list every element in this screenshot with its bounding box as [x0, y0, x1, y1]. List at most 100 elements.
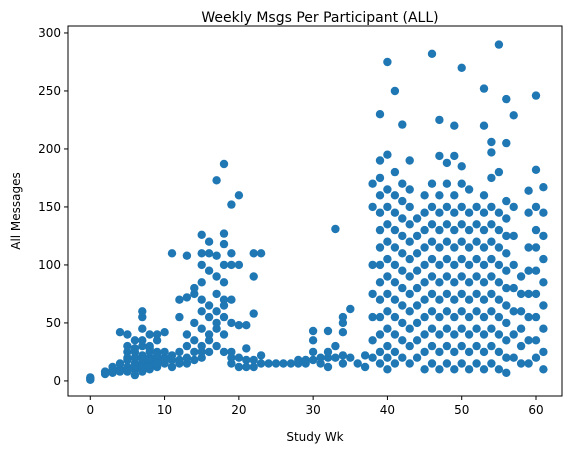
data-point [539, 254, 548, 264]
data-point [375, 156, 385, 165]
data-point [175, 355, 184, 365]
data-point [435, 225, 444, 235]
data-point [398, 336, 407, 345]
y-tick-label: 100 [38, 258, 61, 272]
data-point [450, 347, 459, 357]
data-point [539, 208, 548, 217]
data-point [531, 243, 541, 252]
data-point [539, 301, 548, 310]
data-point [190, 336, 199, 345]
data-point [197, 260, 206, 270]
data-point [464, 260, 474, 270]
data-point [197, 278, 206, 287]
data-point [301, 355, 310, 365]
y-tick-label: 0 [53, 374, 61, 388]
data-point [212, 176, 221, 185]
data-point [368, 289, 377, 299]
data-point [405, 185, 414, 194]
data-point [115, 367, 125, 376]
data-point [509, 231, 518, 241]
data-point [375, 278, 385, 287]
data-point [442, 307, 452, 316]
y-tick-label: 50 [46, 316, 61, 330]
data-point [375, 295, 385, 304]
data-point [464, 243, 474, 252]
data-point [479, 243, 489, 252]
data-point [539, 347, 548, 357]
data-point [145, 330, 154, 339]
data-point [502, 138, 511, 148]
data-point [516, 324, 526, 333]
data-point [123, 347, 132, 357]
data-point [316, 359, 325, 368]
data-point [383, 57, 392, 67]
data-point [115, 359, 125, 368]
data-point [450, 225, 459, 235]
data-point [427, 324, 437, 333]
data-point [197, 230, 206, 239]
data-point [316, 353, 325, 362]
data-point [308, 347, 318, 357]
data-point [390, 312, 400, 322]
data-point [234, 321, 244, 330]
data-point [123, 353, 132, 362]
data-point [100, 367, 110, 376]
data-point [405, 202, 414, 212]
data-point [450, 121, 459, 130]
data-point [138, 362, 147, 372]
data-point [479, 278, 489, 287]
data-point [479, 225, 489, 235]
data-point [464, 278, 474, 287]
data-point [138, 336, 147, 345]
data-point [338, 312, 348, 322]
data-point [138, 324, 147, 333]
data-point [487, 202, 496, 212]
data-point [464, 330, 474, 339]
data-point [219, 260, 229, 270]
data-point [464, 347, 474, 357]
data-point [487, 307, 496, 316]
data-point [204, 249, 214, 258]
data-point [494, 167, 504, 177]
data-point [516, 341, 526, 351]
data-point [487, 173, 496, 183]
data-point [487, 237, 496, 246]
data-point [420, 347, 429, 357]
data-point [502, 318, 511, 328]
data-point [494, 40, 504, 49]
data-point [197, 249, 206, 258]
data-point [182, 293, 192, 302]
data-point [472, 254, 481, 264]
data-point [435, 243, 444, 252]
data-point [502, 266, 511, 275]
data-point [219, 278, 229, 287]
x-axis: 0 10 20 30 40 50 60 [86, 396, 544, 417]
data-point [479, 365, 489, 374]
data-point [331, 353, 340, 362]
data-point [502, 231, 511, 241]
data-point [442, 254, 452, 264]
data-point [531, 91, 541, 100]
data-point [175, 347, 184, 357]
data-point [175, 312, 184, 322]
data-point [442, 220, 452, 229]
data-point [479, 312, 489, 322]
data-point [390, 347, 400, 357]
data-point [398, 301, 407, 310]
data-point [487, 254, 496, 264]
data-point [442, 359, 452, 368]
x-axis-label: Study Wk [286, 430, 343, 444]
data-point [494, 312, 504, 322]
data-point [331, 341, 340, 351]
data-point [524, 266, 533, 275]
data-point [427, 289, 437, 299]
data-point [190, 355, 199, 365]
data-point [442, 179, 452, 188]
data-point [420, 208, 429, 217]
data-point [182, 341, 192, 351]
data-point [420, 260, 429, 270]
data-point [479, 260, 489, 270]
data-point [167, 249, 177, 258]
data-point [368, 336, 377, 345]
data-point [390, 167, 400, 177]
